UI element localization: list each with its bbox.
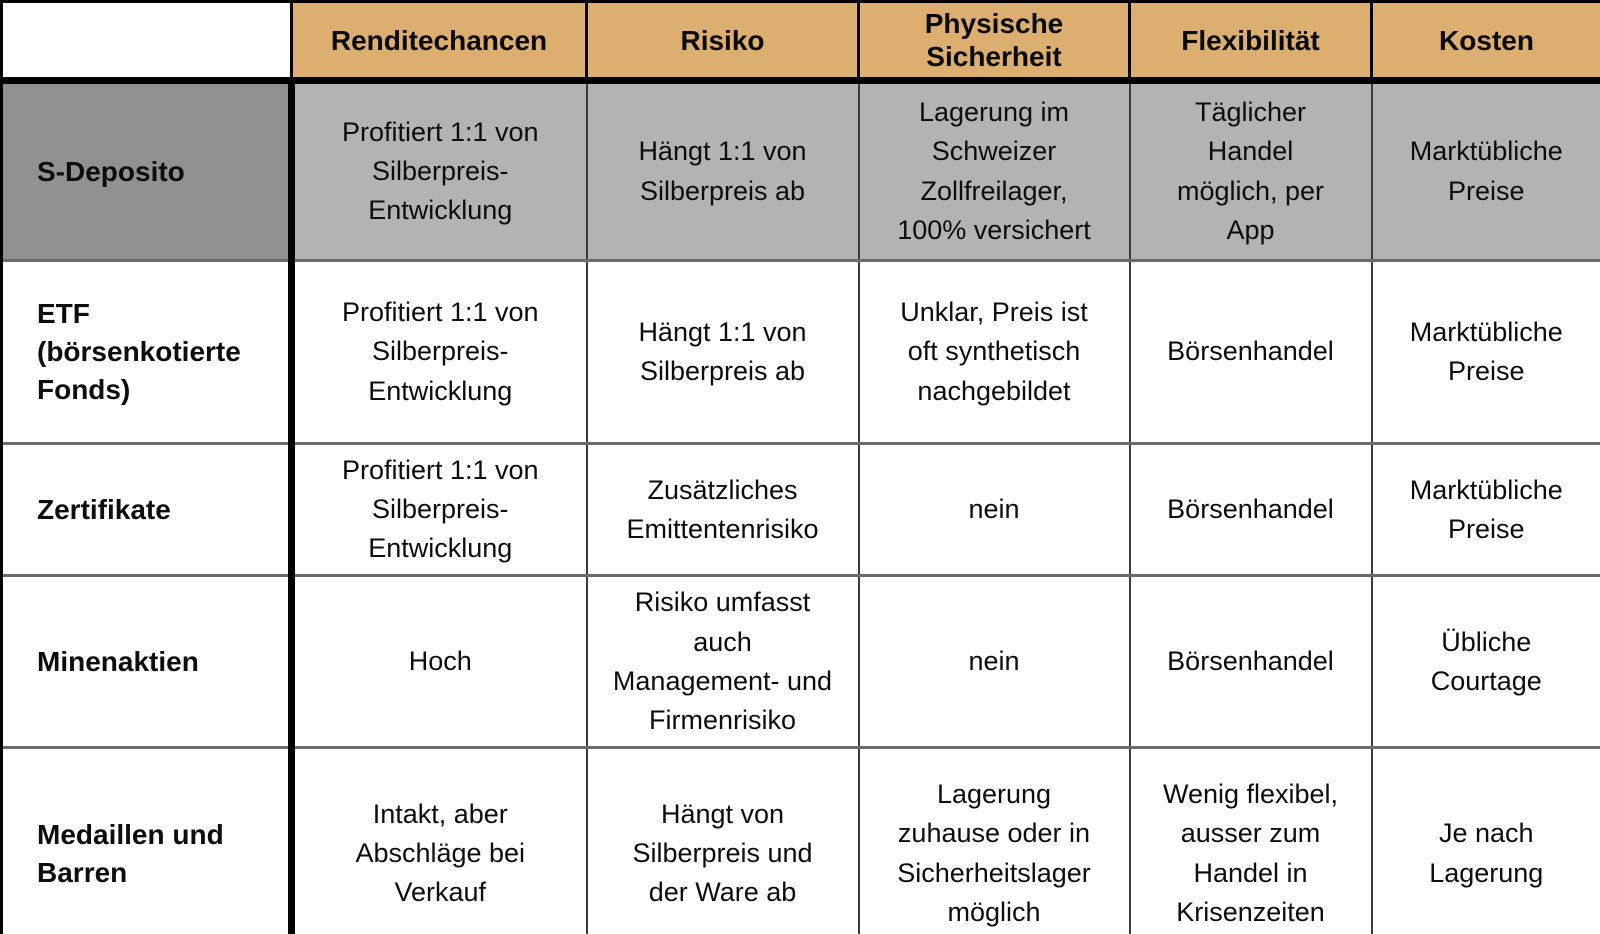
table-cell: Profitiert 1:1 von Silberpreis-Entwicklu… [290, 79, 588, 262]
row-label-zertifikate: Zertifikate [0, 442, 295, 577]
table-cell: nein [857, 442, 1131, 577]
corner-cell [0, 0, 293, 85]
table-cell: Marktübliche Preise [1370, 442, 1600, 577]
table-cell: Marktübliche Preise [1370, 79, 1600, 262]
row-label-s-deposito: S-Deposito [0, 79, 295, 262]
table-cell: Profitiert 1:1 von Silberpreis-Entwicklu… [290, 442, 588, 577]
table-row-zertifikate: Zertifikate Profitiert 1:1 von Silberpre… [0, 442, 1600, 577]
table-cell: Zusätzliches Emittentenrisiko [585, 442, 860, 577]
table-row-s-deposito: S-Deposito Profitiert 1:1 von Silberprei… [0, 79, 1600, 262]
column-header-flexibilitaet: Flexibilität [1128, 0, 1373, 85]
table-cell: Hängt 1:1 von Silberpreis ab [585, 79, 860, 262]
row-label-minenaktien: Minenaktien [0, 574, 295, 749]
table-cell: Marktübliche Preise [1370, 259, 1600, 445]
table-cell: Hoch [290, 574, 588, 749]
table-cell: Lagerung zuhause oder in Sicherheitslage… [857, 746, 1131, 934]
table-cell: Wenig flexibel, ausser zum Handel in Kri… [1128, 746, 1373, 934]
table-row-etf: ETF (börsenkotierte Fonds) Profitiert 1:… [0, 259, 1600, 445]
table-cell: nein [857, 574, 1131, 749]
table-row-minenaktien: Minenaktien Hoch Risiko umfasst auch Man… [0, 574, 1600, 749]
table-cell: Übliche Courtage [1370, 574, 1600, 749]
table-cell: Je nach Lagerung [1370, 746, 1600, 934]
table-cell: Börsenhandel [1128, 259, 1373, 445]
table-cell: Täglicher Handel möglich, per App [1128, 79, 1373, 262]
table-cell: Unklar, Preis ist oft synthetisch nachge… [857, 259, 1131, 445]
table-cell: Profitiert 1:1 von Silberpreis-Entwicklu… [290, 259, 588, 445]
table-row-medaillen-und-barren: Medaillen und Barren Intakt, aber Abschl… [0, 746, 1600, 934]
table-cell: Intakt, aber Abschläge bei Verkauf [290, 746, 588, 934]
table-cell: Hängt von Silberpreis und der Ware ab [585, 746, 860, 934]
column-header-risiko: Risiko [585, 0, 860, 85]
column-header-renditechancen: Renditechancen [290, 0, 588, 85]
column-header-kosten: Kosten [1370, 0, 1600, 85]
row-label-medaillen-und-barren: Medaillen und Barren [0, 746, 295, 934]
table-cell: Lagerung im Schweizer Zollfreilager, 100… [857, 79, 1131, 262]
header-row: Renditechancen Risiko Physische Sicherhe… [0, 0, 1600, 85]
table-cell: Risiko umfasst auch Management- und Firm… [585, 574, 860, 749]
table-cell: Hängt 1:1 von Silberpreis ab [585, 259, 860, 445]
table-cell: Börsenhandel [1128, 574, 1373, 749]
row-label-etf: ETF (börsenkotierte Fonds) [0, 259, 295, 445]
table-cell: Börsenhandel [1128, 442, 1373, 577]
column-header-physische-sicherheit: Physische Sicherheit [857, 0, 1131, 85]
